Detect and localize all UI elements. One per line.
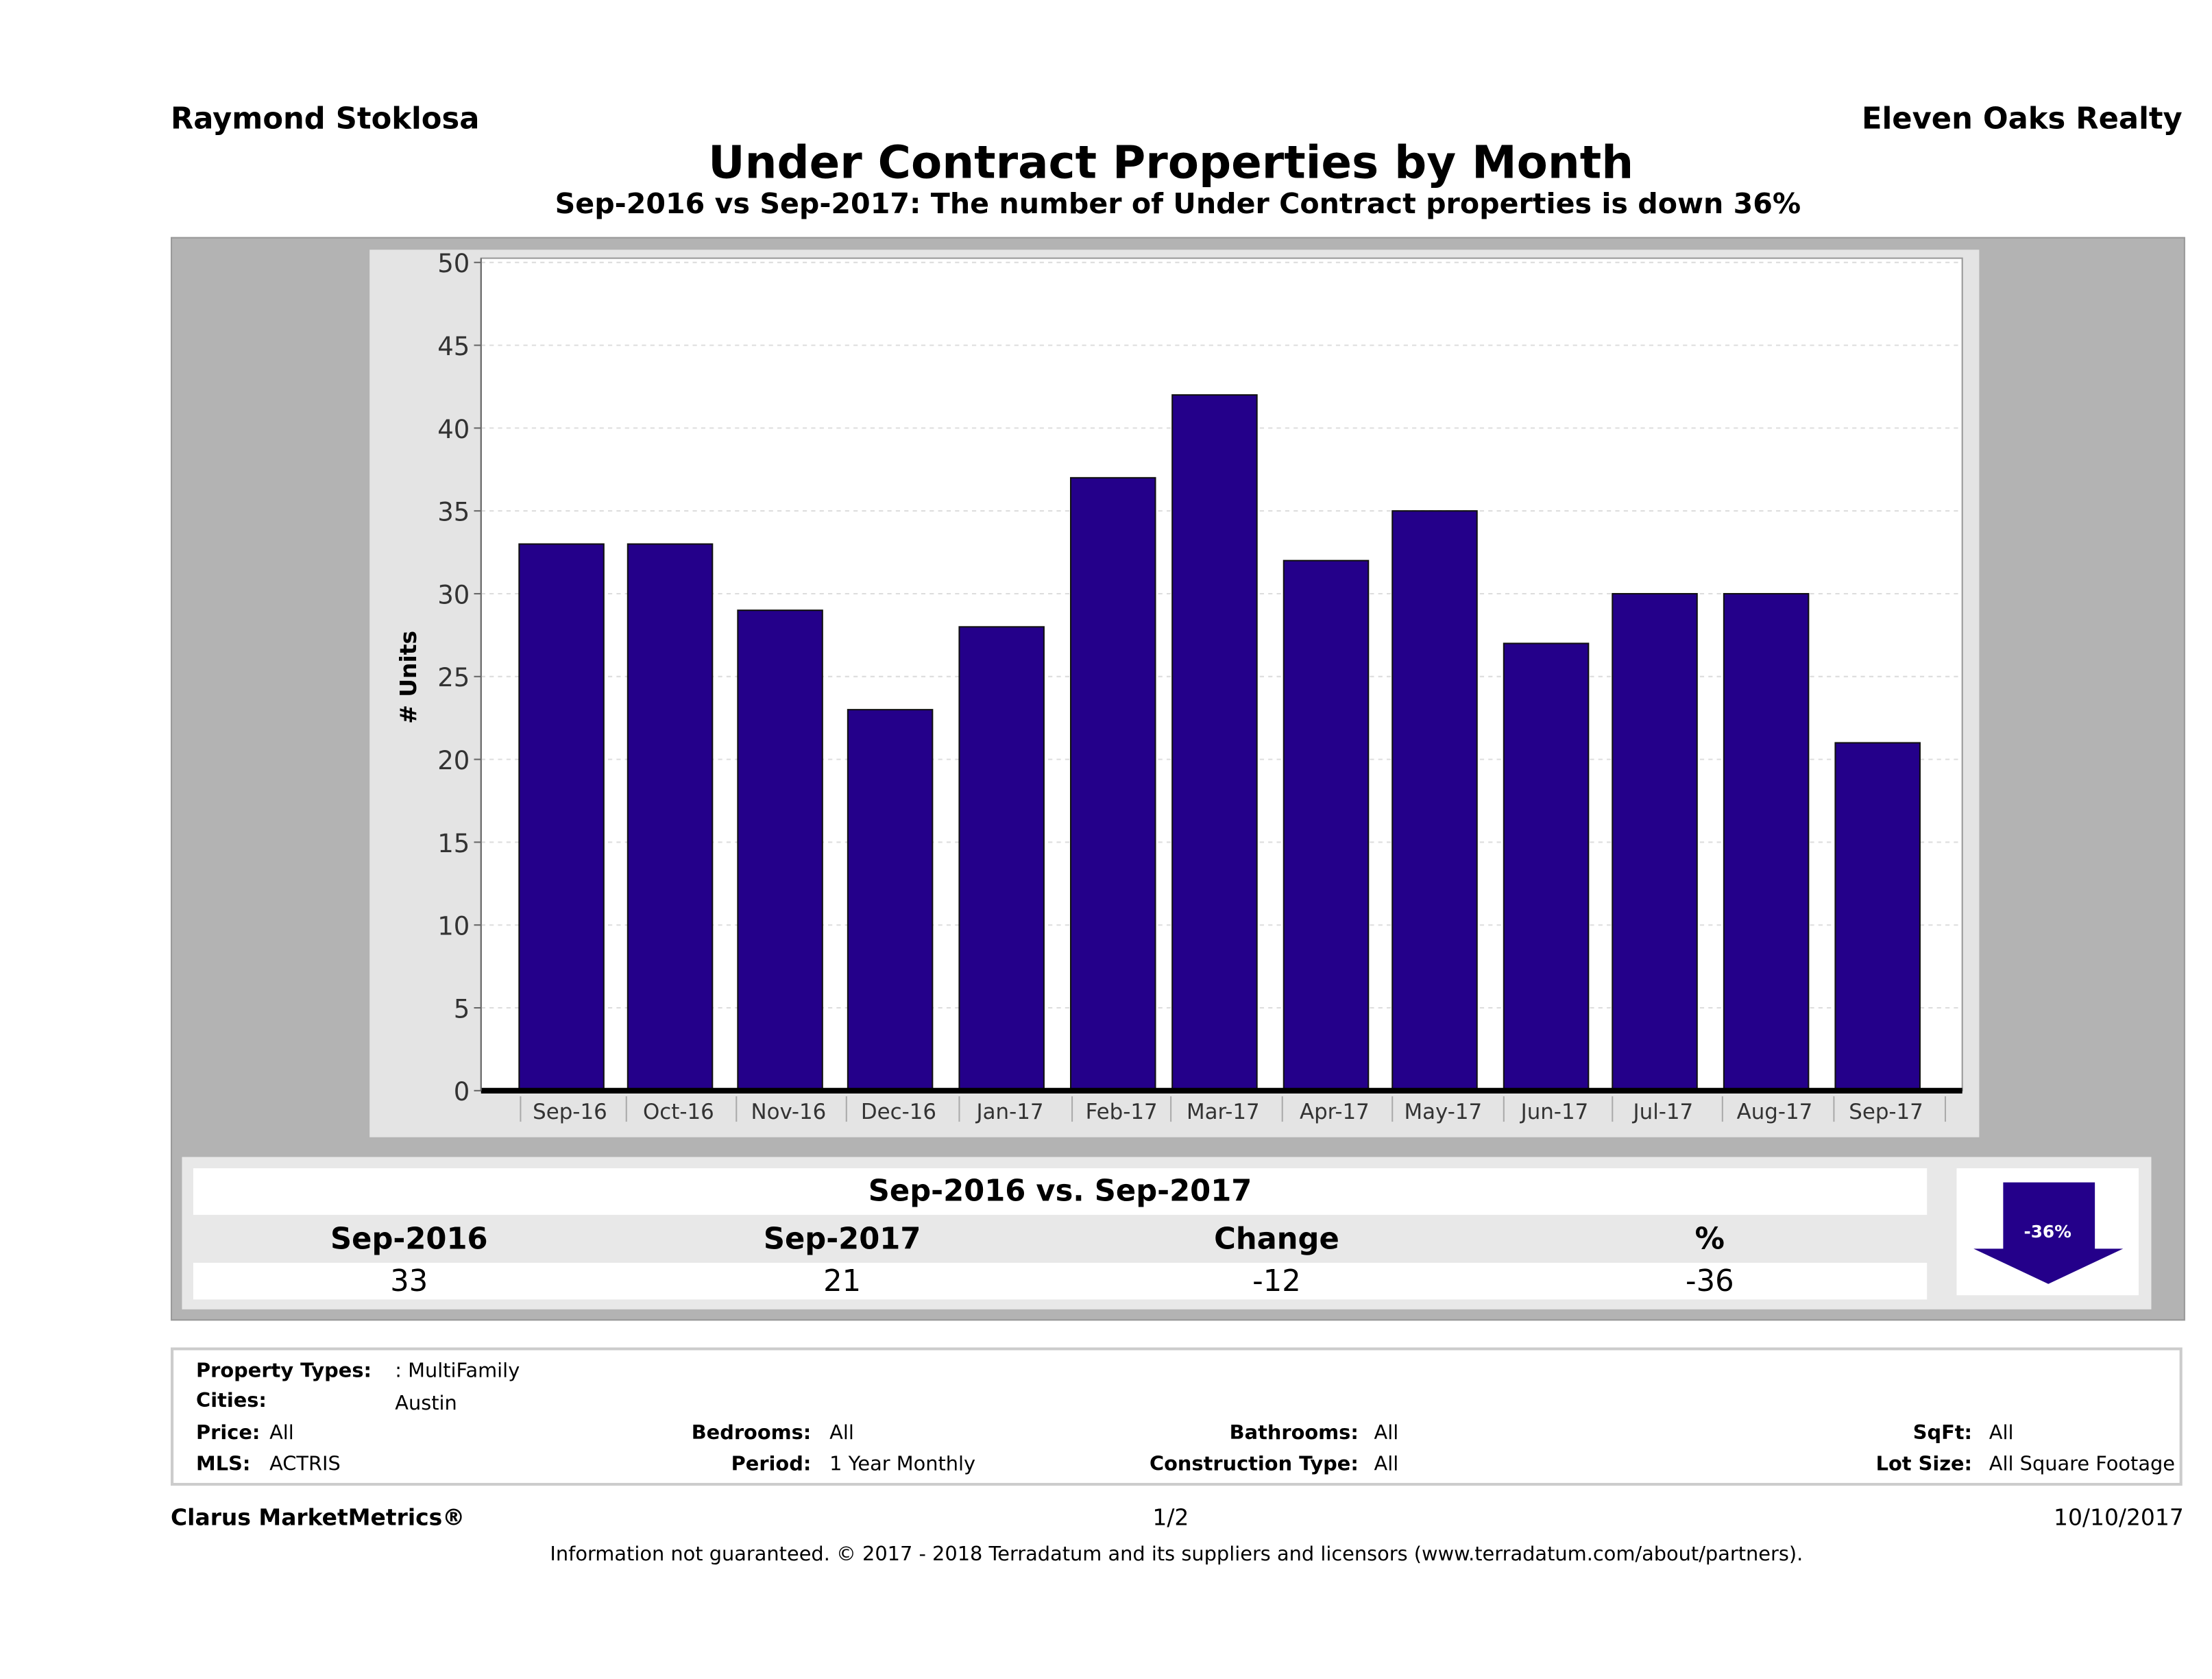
filter-value: All <box>829 1422 854 1445</box>
y-tick-label: 5 <box>454 994 470 1024</box>
x-tick-label: May-17 <box>1404 1100 1482 1124</box>
summary-header: Sep-2017 <box>763 1222 921 1256</box>
change-arrow: -36% <box>1956 1168 2139 1296</box>
y-tick-label: 25 <box>437 663 470 692</box>
summary-title: Sep-2016 vs. Sep-2017 <box>868 1174 1252 1208</box>
filter-label: MLS: <box>196 1453 251 1476</box>
page-number: 1/2 <box>1152 1503 1189 1531</box>
x-tick-label: Sep-16 <box>533 1100 607 1124</box>
chart-subtitle: Sep-2016 vs Sep-2017: The number of Unde… <box>555 186 1801 221</box>
report-date: 10/10/2017 <box>2053 1503 2184 1531</box>
filter-label: Property Types: <box>196 1360 372 1383</box>
bar <box>958 626 1045 1091</box>
bar <box>627 543 714 1091</box>
bar <box>1503 642 1590 1091</box>
filter-label: Bathrooms: <box>1229 1422 1359 1445</box>
down-arrow-icon <box>1973 1182 2124 1284</box>
agent-name: Raymond Stoklosa <box>171 101 480 136</box>
brokerage-name: Eleven Oaks Realty <box>1861 101 2183 136</box>
bar <box>1612 592 1698 1091</box>
summary-header: Change <box>1214 1222 1339 1256</box>
chart-title: Under Contract Properties by Month <box>708 135 1634 189</box>
brand: Clarus MarketMetrics® <box>171 1503 465 1531</box>
filter-value: All <box>269 1422 294 1445</box>
summary-value: 33 <box>390 1264 428 1298</box>
filter-label: SqFt: <box>1912 1422 1973 1445</box>
summary-value: -36 <box>1685 1264 1734 1298</box>
x-tick-label: Apr-17 <box>1300 1100 1370 1124</box>
filter-value: All Square Footage <box>1989 1453 2176 1476</box>
y-tick-label: 45 <box>437 332 470 361</box>
filter-value: Austin <box>395 1392 457 1416</box>
filter-label: Cities: <box>196 1390 267 1413</box>
summary-value: 21 <box>823 1264 862 1298</box>
filter-criteria: Property Types: : MultiFamily Cities: Au… <box>171 1347 2183 1486</box>
x-tick-label: Jul-17 <box>1632 1100 1694 1124</box>
bar <box>737 609 823 1091</box>
bar <box>847 709 934 1091</box>
y-tick-label: 0 <box>454 1077 470 1107</box>
bar <box>518 543 605 1091</box>
x-tick-label: Oct-16 <box>643 1100 714 1124</box>
x-tick-label: Aug-17 <box>1737 1100 1813 1124</box>
y-tick-label: 40 <box>437 415 470 444</box>
filter-label: Bedrooms: <box>691 1422 812 1445</box>
filter-label: Price: <box>196 1422 260 1445</box>
bar <box>1069 476 1156 1091</box>
y-tick-label: 50 <box>437 249 470 278</box>
summary-header: Sep-2016 <box>330 1222 488 1256</box>
x-tick-label: Jan-17 <box>975 1100 1044 1124</box>
bar <box>1391 510 1478 1091</box>
summary-header: % <box>1694 1222 1725 1256</box>
filter-value: : MultiFamily <box>395 1360 520 1383</box>
filter-value: All <box>1374 1422 1399 1445</box>
x-tick-label: Feb-17 <box>1086 1100 1158 1124</box>
y-axis-label: # Units <box>395 631 422 724</box>
summary-value: -12 <box>1252 1264 1301 1298</box>
bar <box>1171 394 1258 1091</box>
summary-table: Sep-2016 vs. Sep-2017 Sep-2016 Sep-2017 … <box>182 1157 2152 1309</box>
bar-chart: 0 5 10 15 20 25 30 35 40 45 50 Sep-16 Oct-16 Nov-16 De… <box>395 249 1963 1124</box>
disclaimer: Information not guaranteed. © 2017 - 201… <box>550 1543 1803 1567</box>
x-tick-label: Jun-17 <box>1520 1100 1589 1124</box>
bar <box>1834 742 1921 1091</box>
filter-value: All <box>1374 1453 1399 1476</box>
x-tick-label: Nov-16 <box>751 1100 827 1124</box>
filter-value: All <box>1989 1422 2014 1445</box>
filter-label: Lot Size: <box>1875 1453 1973 1476</box>
arrow-label: -36% <box>2023 1222 2071 1242</box>
filter-value: ACTRIS <box>269 1453 341 1476</box>
y-tick-label: 10 <box>437 912 470 941</box>
x-tick-label: Sep-17 <box>1849 1100 1923 1124</box>
x-tick-label: Dec-16 <box>861 1100 936 1124</box>
x-tick-label: Mar-17 <box>1187 1100 1260 1124</box>
y-tick-label: 20 <box>437 746 470 775</box>
filter-label: Period: <box>731 1453 812 1476</box>
y-tick-label: 15 <box>437 829 470 858</box>
bar <box>1723 592 1810 1091</box>
filter-value: 1 Year Monthly <box>829 1453 976 1476</box>
y-tick-label: 30 <box>437 580 470 609</box>
filter-label: Construction Type: <box>1149 1453 1359 1476</box>
y-tick-label: 35 <box>437 498 470 527</box>
bar <box>1283 559 1370 1091</box>
